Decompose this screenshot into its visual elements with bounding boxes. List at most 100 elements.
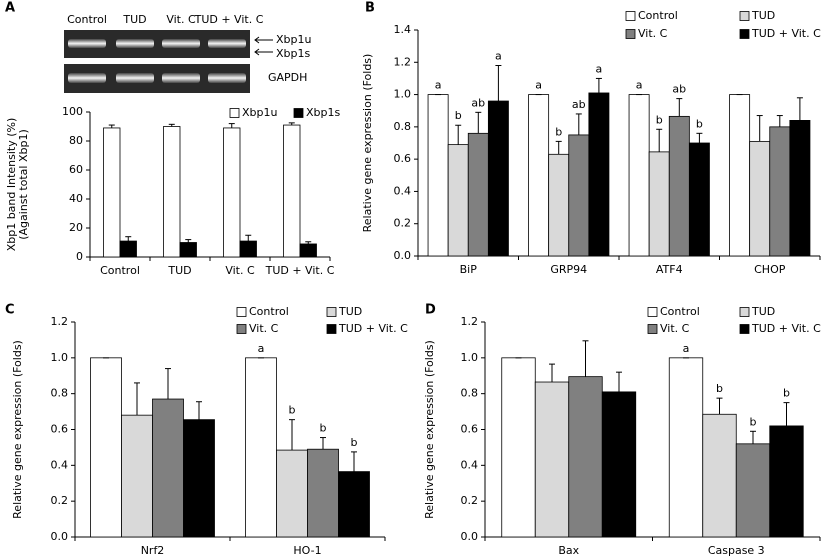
legend-swatch [326, 307, 337, 317]
lane-label: TUD [122, 13, 146, 26]
y-tick-label: 0.8 [51, 387, 69, 400]
bar [688, 142, 710, 257]
y-tick-label: 20 [69, 221, 83, 234]
bar [183, 419, 215, 538]
legend-swatch [326, 324, 337, 334]
band-label: Xbp1u [276, 33, 311, 46]
bar [307, 448, 339, 538]
y-tick-label: 0.6 [461, 423, 479, 436]
band [162, 73, 200, 83]
bar [121, 414, 153, 538]
legend-swatch [739, 307, 750, 317]
significance-letter: a [683, 342, 690, 355]
y-tick-label: 1.2 [394, 55, 412, 68]
bar [467, 132, 489, 257]
legend-swatch [236, 307, 247, 317]
y-axis-label: Relative gene expression (Folds) [11, 340, 24, 519]
y-axis-label: Xbp1 band Intensity (%) [5, 118, 18, 252]
bar [447, 144, 469, 257]
legend-swatch [293, 108, 304, 118]
panel-label: A [5, 1, 15, 16]
legend-label: Xbp1s [306, 106, 340, 119]
band [208, 39, 246, 48]
band [116, 73, 154, 83]
bar [588, 92, 610, 257]
band [68, 39, 106, 48]
significance-letter: a [596, 62, 603, 75]
bar [501, 357, 536, 538]
significance-letter: b [716, 382, 723, 395]
legend-label: Xbp1u [242, 106, 277, 119]
y-tick-label: 0.6 [51, 423, 69, 436]
band-label: GAPDH [268, 71, 307, 84]
bar [548, 153, 570, 257]
bar [735, 443, 771, 538]
bar [338, 471, 370, 538]
panel-label: C [5, 303, 15, 318]
bar [769, 126, 791, 257]
bar [163, 126, 181, 258]
bar [702, 413, 737, 538]
x-tick-label: TUD + Vit. C [265, 264, 335, 277]
y-tick-label: 0.2 [51, 494, 69, 507]
bar [179, 242, 197, 258]
legend-label: TUD + Vit. C [751, 27, 821, 40]
y-tick-label: 60 [69, 163, 83, 176]
bar [223, 127, 241, 258]
y-axis-label: (Against total Xbp1) [17, 129, 30, 240]
legend-label: Control [660, 305, 700, 318]
bar [534, 381, 570, 538]
significance-letter: b [455, 109, 462, 122]
significance-letter: a [636, 79, 643, 92]
legend-label: TUD + Vit. C [338, 322, 408, 335]
bar [668, 357, 704, 538]
legend-swatch [647, 324, 658, 334]
bar [245, 357, 277, 538]
y-tick-label: 0.0 [461, 530, 479, 543]
significance-letter: a [495, 50, 502, 63]
panel-label: D [425, 303, 436, 318]
bar [568, 376, 603, 538]
bar [103, 127, 121, 258]
bar [769, 425, 804, 538]
legend-label: TUD [751, 305, 775, 318]
legend-label: Vit. C [660, 322, 690, 335]
y-tick-label: 0.4 [51, 458, 69, 471]
significance-letter: b [351, 436, 358, 449]
bar [601, 391, 637, 538]
bar [276, 449, 308, 538]
x-tick-label: Control [100, 264, 140, 277]
bar [568, 134, 590, 257]
x-tick-label: Caspase 3 [708, 544, 765, 557]
y-tick-label: 1.2 [51, 315, 69, 328]
y-axis-label: Relative gene expression (Folds) [361, 54, 374, 233]
legend-swatch [625, 29, 636, 39]
legend-label: TUD [338, 305, 362, 318]
y-tick-label: 0.2 [394, 217, 412, 230]
band [208, 73, 246, 83]
gel-arrows [254, 36, 273, 56]
legend-swatch [625, 11, 636, 21]
arrow [254, 36, 273, 44]
legend-label: Control [638, 9, 678, 22]
legend-swatch [647, 307, 658, 317]
legend-swatch [739, 11, 750, 21]
arrow [254, 48, 273, 56]
lane-label: Vit. C [166, 13, 196, 26]
bar [789, 120, 811, 257]
y-tick-label: 0.6 [394, 152, 412, 165]
bar [628, 94, 650, 257]
significance-letter: b [750, 415, 757, 428]
bar [749, 140, 771, 257]
legend-swatch [739, 324, 750, 334]
bar [528, 94, 550, 257]
x-tick-label: Vit. C [225, 264, 255, 277]
x-tick-label: Bax [558, 544, 579, 557]
significance-letter: b [555, 125, 562, 138]
y-tick-label: 0.2 [461, 494, 479, 507]
bar [283, 124, 301, 258]
bar [648, 151, 670, 257]
y-tick-label: 0.4 [394, 184, 412, 197]
